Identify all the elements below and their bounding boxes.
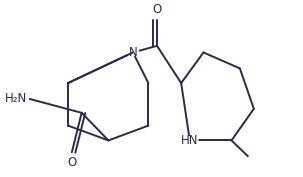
Text: H₂N: H₂N (5, 93, 27, 105)
Text: N: N (128, 46, 137, 59)
Text: O: O (152, 3, 162, 16)
Text: O: O (67, 156, 76, 169)
Text: HN: HN (181, 134, 198, 147)
